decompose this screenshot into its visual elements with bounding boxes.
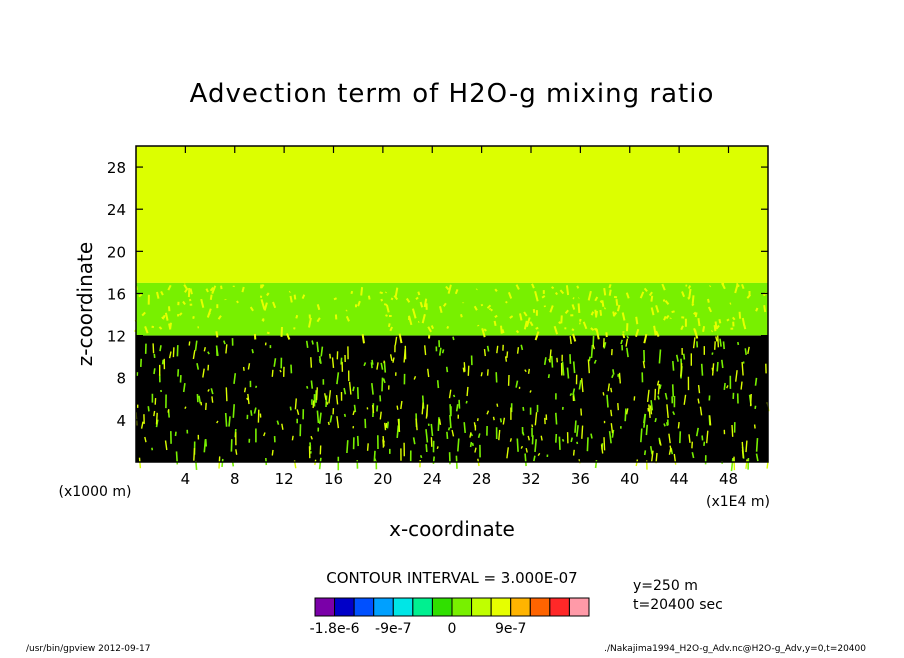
- colorbar-label: -9e-7: [375, 621, 412, 637]
- colorbar-label: 0: [448, 621, 457, 637]
- footer-command: /usr/bin/gpview 2012-09-17: [26, 644, 150, 654]
- colorbar-swatch: [451, 597, 473, 617]
- colorbar-label: -1.8e-6: [310, 621, 360, 637]
- y-tick-label: 16: [107, 285, 126, 303]
- info-t: t=20400 sec: [633, 597, 723, 613]
- info-y: y=250 m: [633, 578, 698, 594]
- colorbar-swatch: [529, 597, 551, 617]
- x-tick-label: 36: [571, 470, 590, 488]
- y-tick-label: 20: [107, 243, 126, 261]
- x-axis-title: x-coordinate: [389, 517, 515, 541]
- y-tick-label: 28: [107, 159, 126, 177]
- colorbar-label: 9e-7: [495, 621, 526, 637]
- footer-source: ./Nakajima1994_H2O-g_Adv.nc@H2O-g_Adv,y=…: [604, 644, 866, 654]
- x-axis-unit: (x1E4 m): [706, 494, 770, 510]
- x-tick-label: 40: [620, 470, 639, 488]
- colorbar-swatch: [549, 597, 570, 617]
- y-tick-label: 8: [116, 370, 126, 388]
- colorbar-swatch: [412, 597, 433, 617]
- colorbar-swatch: [373, 597, 394, 617]
- x-tick-label: 4: [181, 470, 191, 488]
- x-tick-label: 28: [472, 470, 491, 488]
- x-tick-label: 20: [373, 470, 392, 488]
- colorbar-swatch: [490, 597, 512, 617]
- x-tick-label: 12: [275, 470, 294, 488]
- contour-lines: [134, 281, 770, 472]
- x-axis: 4 8 12 16 20 24 28 32 36 40 44 48: [181, 146, 738, 488]
- y-axis: 4 8 12 16 20 24 28: [107, 159, 768, 430]
- y-tick-label: 24: [107, 201, 126, 219]
- colorbar-swatch: [568, 597, 590, 617]
- colorbar-swatch: [510, 597, 531, 617]
- chart-title: Advection term of H2O-g mixing ratio: [190, 79, 715, 109]
- y-axis-title: z-coordinate: [73, 242, 97, 366]
- field-region-2: [136, 335, 768, 462]
- x-tick-label: 48: [719, 470, 738, 488]
- plot-frame: [135, 145, 769, 463]
- field-region-0: [136, 146, 768, 283]
- y-axis-unit: (x1000 m): [59, 484, 132, 500]
- colorbar-swatch: [392, 597, 414, 617]
- colorbar: [314, 597, 590, 617]
- y-tick-label: 4: [116, 412, 126, 430]
- contour-interval-label: CONTOUR INTERVAL = 3.000E-07: [326, 569, 577, 587]
- x-tick-label: 44: [670, 470, 689, 488]
- colorbar-swatch: [314, 597, 336, 617]
- x-tick-label: 16: [324, 470, 343, 488]
- x-tick-label: 32: [521, 470, 540, 488]
- x-tick-label: 24: [423, 470, 442, 488]
- plot-field: [136, 146, 768, 462]
- colorbar-swatch: [334, 597, 355, 617]
- y-tick-label: 12: [107, 328, 126, 346]
- colorbar-swatch: [471, 597, 492, 617]
- colorbar-swatch: [353, 597, 375, 617]
- field-region-1: [136, 282, 768, 336]
- colorbar-swatch: [431, 597, 453, 617]
- green-contour-gaps: [136, 335, 759, 472]
- x-tick-label: 8: [230, 470, 240, 488]
- colorbar-labels: -1.8e-6 -9e-7 0 9e-7: [310, 621, 527, 637]
